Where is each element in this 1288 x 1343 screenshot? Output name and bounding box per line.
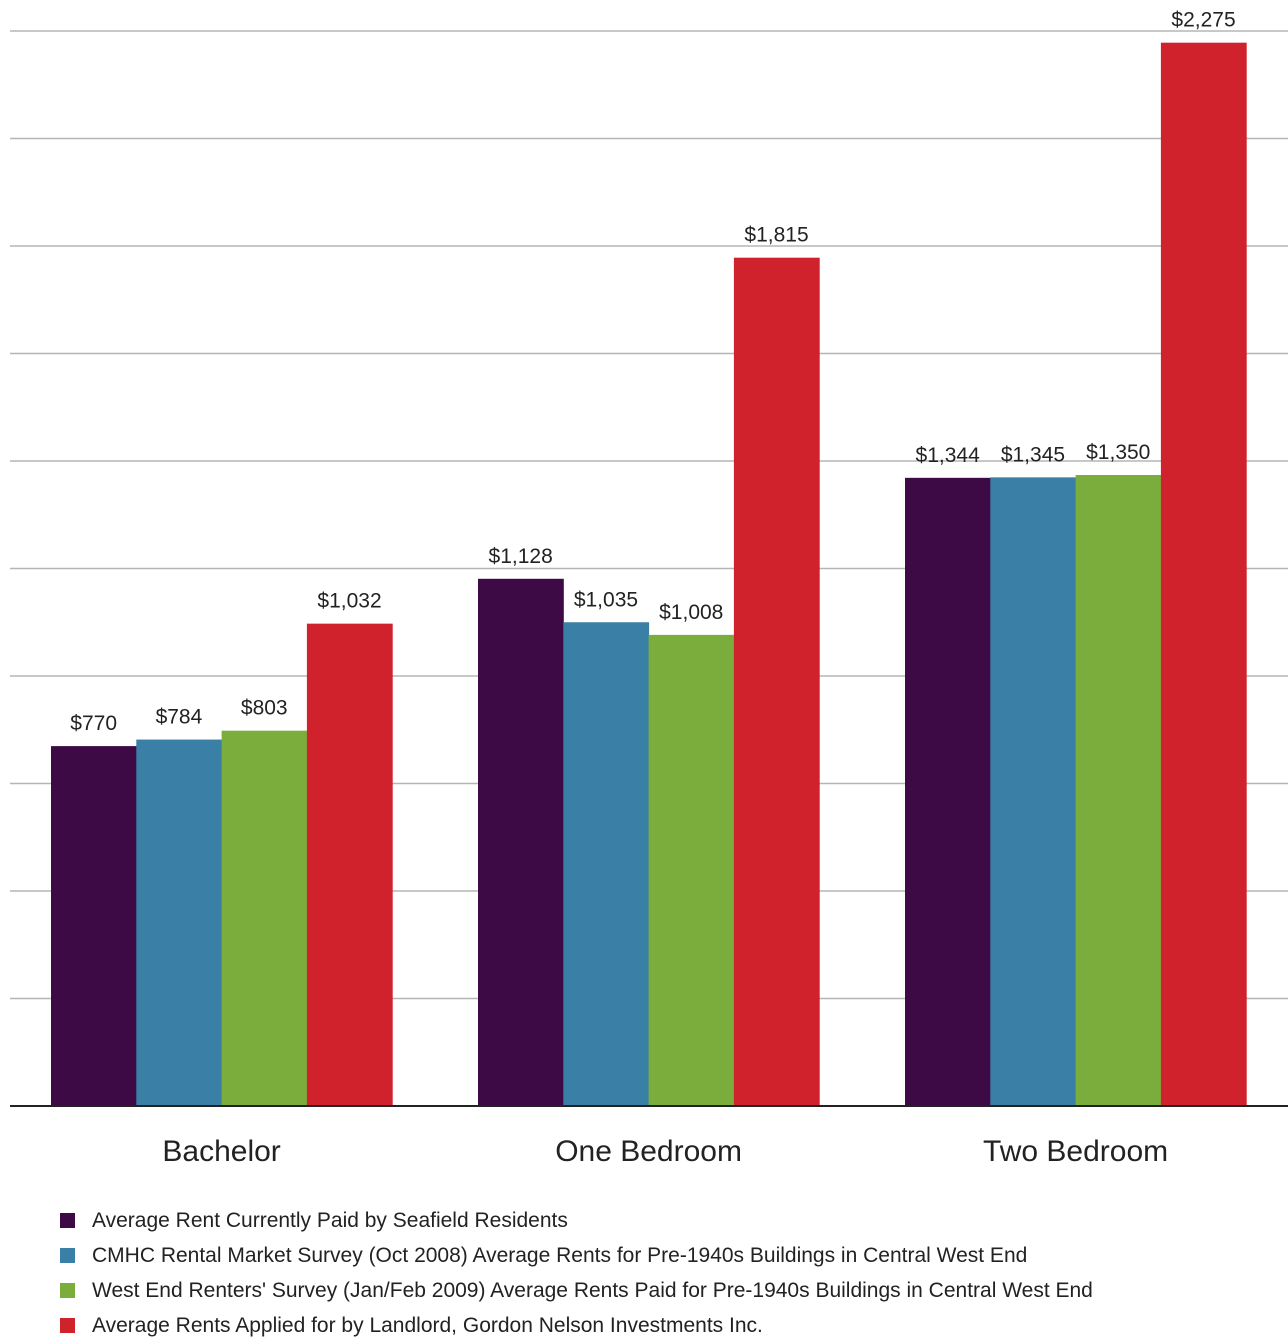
chart-legend: Average Rent Currently Paid by Seafield … xyxy=(60,1203,1093,1343)
data-label: $1,815 xyxy=(744,224,808,247)
legend-swatch xyxy=(60,1318,75,1333)
data-label: $1,035 xyxy=(574,588,638,611)
legend-item: West End Renters' Survey (Jan/Feb 2009) … xyxy=(60,1273,1093,1308)
category-label: Two Bedroom xyxy=(983,1135,1168,1168)
bar xyxy=(733,257,820,1106)
bar xyxy=(990,477,1077,1106)
data-label: $1,008 xyxy=(659,601,723,624)
legend-label: Average Rents Applied for by Landlord, G… xyxy=(92,1313,763,1337)
bar xyxy=(648,634,735,1106)
legend-item: Average Rents Applied for by Landlord, G… xyxy=(60,1308,1093,1343)
data-label: $803 xyxy=(241,697,288,720)
legend-label: CMHC Rental Market Survey (Oct 2008) Ave… xyxy=(92,1243,1028,1267)
legend-label: Average Rent Currently Paid by Seafield … xyxy=(92,1208,568,1232)
bar xyxy=(563,622,650,1106)
legend-item: CMHC Rental Market Survey (Oct 2008) Ave… xyxy=(60,1238,1093,1273)
data-label: $1,344 xyxy=(916,444,981,467)
category-label: One Bedroom xyxy=(555,1135,742,1168)
bar xyxy=(1075,475,1162,1106)
bar xyxy=(1160,42,1247,1106)
chart-plot: $770 $784 $803 $1,032 Bachelor $1,128 $1,035 $1… xyxy=(10,9,1288,1168)
legend-item: Average Rent Currently Paid by Seafield … xyxy=(60,1203,1093,1238)
legend-swatch xyxy=(60,1213,75,1228)
legend-label: West End Renters' Survey (Jan/Feb 2009) … xyxy=(92,1278,1093,1302)
bar xyxy=(478,578,564,1106)
bar xyxy=(51,746,137,1106)
bar xyxy=(221,730,308,1106)
data-label: $1,032 xyxy=(317,590,381,613)
legend-swatch xyxy=(60,1283,75,1298)
legend-swatch xyxy=(60,1248,75,1263)
data-label: $1,128 xyxy=(489,545,553,568)
data-label: $770 xyxy=(70,712,117,735)
data-label: $784 xyxy=(156,706,203,729)
data-label: $1,350 xyxy=(1086,441,1150,464)
bar xyxy=(136,739,223,1106)
bar xyxy=(905,477,991,1107)
category-label: Bachelor xyxy=(162,1135,280,1168)
data-label: $1,345 xyxy=(1001,443,1065,466)
bar xyxy=(306,623,393,1106)
data-label: $2,275 xyxy=(1171,9,1235,32)
